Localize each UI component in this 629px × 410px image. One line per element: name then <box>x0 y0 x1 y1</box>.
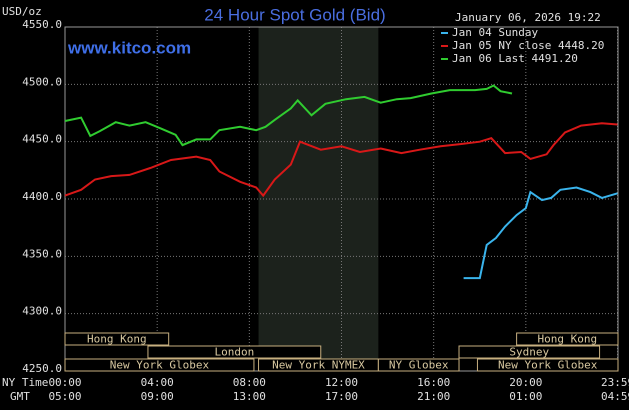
session-label: New York Globex <box>498 359 598 372</box>
x-tick-label-gmt: 09:00 <box>141 390 174 403</box>
x-tick-label: 12:00 <box>325 376 358 389</box>
session-label: Sydney <box>509 346 549 359</box>
x-tick-label: 00:00 <box>48 376 81 389</box>
session-label: NY Globex <box>389 359 449 372</box>
y-tick-label: 4250.0 <box>22 362 62 375</box>
x-row-label: GMT <box>10 390 30 403</box>
x-tick-label: 20:00 <box>509 376 542 389</box>
x-tick-label: 16:00 <box>417 376 450 389</box>
session-bar <box>147 345 322 359</box>
y-tick-label: 4550.0 <box>22 18 62 31</box>
y-tick-label: 4400.0 <box>22 190 62 203</box>
x-tick-label-gmt: 01:00 <box>509 390 542 403</box>
session-label: New York Globex <box>110 359 210 372</box>
session-bar <box>458 345 601 359</box>
session-label: London <box>214 346 254 359</box>
session-bar <box>64 332 170 346</box>
y-tick-label: 4450.0 <box>22 133 62 146</box>
session-bar <box>516 332 619 346</box>
series-line <box>463 186 618 280</box>
legend-label: Jan 05 NY close 4448.20 <box>452 39 604 52</box>
x-tick-label: 23:59 <box>601 376 629 389</box>
y-tick-label: 4350.0 <box>22 247 62 260</box>
series-line <box>64 84 513 147</box>
x-tick-label-gmt: 21:00 <box>417 390 450 403</box>
x-row-label: NY Time <box>2 376 48 389</box>
timestamp: January 06, 2026 19:22 <box>455 11 601 24</box>
y-tick-label: 4300.0 <box>22 305 62 318</box>
session-bar <box>476 358 619 372</box>
x-tick-label-gmt: 04:59 <box>601 390 629 403</box>
x-tick-label-gmt: 17:00 <box>325 390 358 403</box>
legend-label: Jan 06 Last 4491.20 <box>452 52 578 65</box>
x-tick-label-gmt: 05:00 <box>48 390 81 403</box>
site-label: www.kitco.com <box>67 38 191 57</box>
session-label: Hong Kong <box>538 333 598 346</box>
unit-label: USD/oz <box>2 5 42 18</box>
session-bar <box>64 358 255 372</box>
y-tick-label: 4500.0 <box>22 75 62 88</box>
legend-label: Jan 04 Sunday <box>452 26 538 39</box>
session-bar <box>377 358 460 372</box>
x-tick-label: 08:00 <box>233 376 266 389</box>
x-tick-label: 04:00 <box>141 376 174 389</box>
session-label: New York NYMEX <box>272 359 365 372</box>
session-label: Hong Kong <box>87 333 147 346</box>
x-tick-label-gmt: 13:00 <box>233 390 266 403</box>
series-line <box>64 122 618 198</box>
chart-title: 24 Hour Spot Gold (Bid) <box>204 5 385 24</box>
session-shade <box>258 27 379 371</box>
